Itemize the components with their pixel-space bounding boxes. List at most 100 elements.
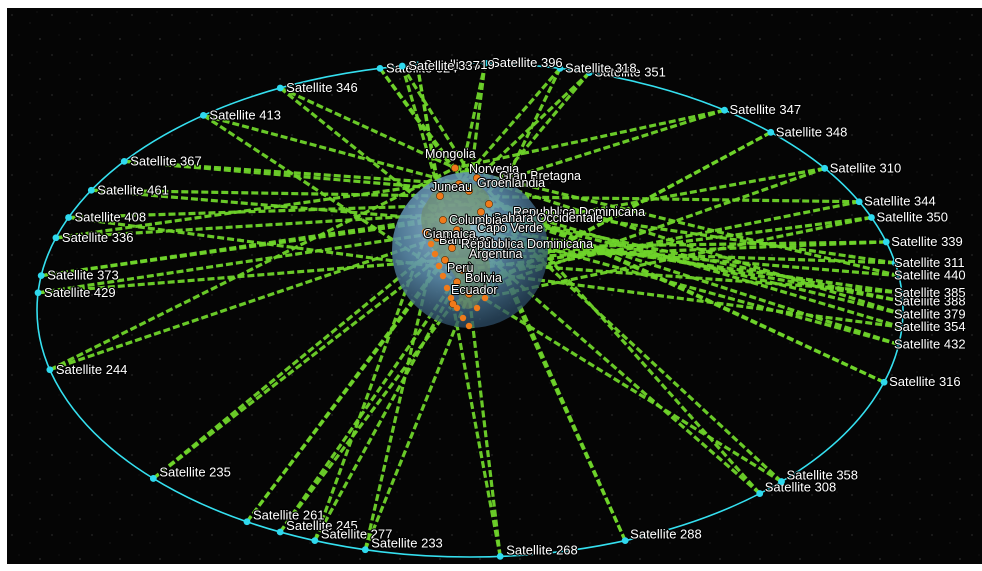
satellite-dot[interactable] [891, 259, 899, 267]
satellite-dot[interactable] [821, 164, 829, 172]
scene-canvas[interactable]: Satellite 324 Satellite 346 Satellite 413 S… [7, 8, 982, 564]
satellite-dot[interactable] [898, 323, 906, 331]
satellite-dot[interactable] [855, 198, 863, 206]
ground-station-marker[interactable] [427, 240, 435, 248]
satellite-dot[interactable] [895, 272, 903, 280]
satellite-marker[interactable]: Satellite 268 [496, 541, 579, 560]
satellite-dot[interactable] [276, 84, 284, 92]
satellite-dot[interactable] [46, 366, 54, 374]
satellite-marker[interactable]: Satellite 310 [821, 159, 902, 176]
satellite-dot[interactable] [898, 289, 906, 297]
ground-station-marker[interactable] [441, 256, 449, 264]
satellite-dot[interactable] [882, 238, 890, 246]
satellite-dot[interactable] [398, 62, 406, 70]
satellite-marker[interactable]: Satellite 318 [556, 59, 638, 76]
satellite-marker[interactable]: Satellite 337 [398, 57, 481, 74]
satellite-dot[interactable] [149, 475, 157, 482]
satellite-marker[interactable]: Satellite 413 [200, 106, 282, 123]
satellite-marker[interactable]: Satellite 354 [893, 318, 967, 335]
satellite-marker[interactable]: Satellite 350 [868, 208, 949, 226]
satellite-marker[interactable]: Satellite 388 [893, 292, 967, 309]
satellite-marker[interactable]: Satellite 233 [361, 535, 444, 554]
satellite-dot[interactable] [767, 128, 775, 136]
ground-station-marker[interactable] [443, 284, 451, 292]
satellite-dot[interactable] [376, 64, 384, 72]
satellite-dot[interactable] [895, 340, 903, 348]
ground-station-marker[interactable] [448, 244, 456, 252]
ground-station-marker[interactable] [435, 262, 443, 270]
satellite-dot[interactable] [778, 478, 785, 485]
satellite-dot[interactable] [899, 297, 907, 305]
satellite-marker[interactable]: Satellite 235 [149, 463, 232, 482]
satellite-marker[interactable]: Satellite 429 [34, 284, 117, 301]
ground-station-marker[interactable] [451, 164, 459, 172]
satellite-marker[interactable]: Satellite 348 [767, 123, 848, 140]
satellite-dot[interactable] [868, 214, 875, 221]
satellite-dot[interactable] [899, 310, 907, 318]
satellite-marker[interactable]: Satellite 408 [65, 208, 147, 226]
ground-station-marker[interactable] [447, 294, 455, 302]
satellite-dot[interactable] [200, 111, 207, 119]
satellite-dot[interactable] [120, 157, 128, 165]
ground-station-marker[interactable] [477, 208, 485, 216]
satellite-marker[interactable]: Satellite 396 [481, 54, 564, 71]
satellite-dot[interactable] [496, 552, 504, 560]
ground-station-marker[interactable] [439, 216, 447, 224]
ground-station-marker[interactable] [481, 294, 489, 302]
satellite-dot[interactable] [556, 64, 564, 72]
ground-station-marker[interactable] [473, 174, 481, 182]
ground-station-marker[interactable] [459, 314, 467, 322]
satellite-dot[interactable] [311, 537, 319, 544]
satellite-marker[interactable]: Satellite 367 [120, 152, 203, 169]
satellite-dot[interactable] [756, 490, 764, 497]
satellite-marker[interactable]: Satellite 319 [413, 56, 496, 73]
satellite-marker[interactable]: Satellite 244 [46, 361, 129, 378]
ground-station-marker[interactable] [453, 226, 461, 234]
satellite-dot[interactable] [276, 528, 284, 536]
satellite-marker[interactable]: Satellite 339 [882, 233, 964, 250]
satellite-dot[interactable] [87, 186, 95, 194]
ground-station-marker[interactable] [473, 304, 481, 312]
satellite-marker[interactable]: Satellite 311 [891, 254, 966, 271]
ground-station-marker[interactable] [439, 272, 447, 280]
satellite-dot[interactable] [721, 106, 728, 114]
satellite-dot[interactable] [481, 59, 489, 67]
satellite-marker[interactable]: Satellite 432 [893, 335, 967, 352]
satellite-marker[interactable]: Satellite 347 [721, 101, 802, 118]
ground-station-marker[interactable] [431, 250, 439, 258]
satellite-marker[interactable]: Satellite 277 [311, 525, 393, 544]
satellite-marker[interactable]: Satellite 358 [778, 466, 859, 485]
satellite-dot[interactable] [621, 537, 629, 544]
ground-station-marker[interactable] [465, 322, 473, 330]
satellite-marker[interactable]: Satellite 346 [276, 79, 359, 96]
satellite-marker[interactable]: Satellite 288 [621, 525, 703, 544]
ground-station-marker[interactable] [433, 234, 441, 242]
satellite-dot[interactable] [34, 289, 42, 297]
ground-station-marker[interactable] [465, 187, 473, 195]
ground-station-marker[interactable] [453, 278, 461, 286]
ground-station-marker[interactable] [455, 180, 463, 188]
ground-station-marker[interactable] [436, 192, 444, 200]
satellite-dot[interactable] [52, 234, 60, 242]
satellite-marker[interactable]: Satellite 261 [243, 507, 326, 526]
ground-station-marker[interactable] [485, 200, 493, 208]
satellite-dot[interactable] [880, 378, 888, 386]
satellite-dot[interactable] [65, 214, 72, 221]
satellite-dot[interactable] [361, 546, 369, 554]
satellite-dot[interactable] [37, 272, 45, 280]
satellite-marker[interactable]: Satellite 385 [893, 284, 967, 301]
satellite-marker[interactable]: Satellite 316 [880, 373, 962, 390]
earth-globe[interactable] [392, 172, 548, 328]
ground-station-marker[interactable] [465, 290, 473, 298]
satellite-dot[interactable] [243, 518, 251, 526]
satellite-marker[interactable]: Satellite 344 [855, 193, 937, 210]
ground-station-marker[interactable] [458, 266, 466, 274]
ground-station-marker[interactable] [421, 228, 429, 236]
satellite-dot[interactable] [413, 61, 421, 69]
satellite-marker[interactable]: Satellite 379 [893, 305, 967, 322]
ground-station-marker[interactable] [453, 304, 461, 312]
satellite-dot[interactable] [585, 69, 593, 76]
satellite-marker[interactable]: Satellite 461 [87, 181, 170, 198]
